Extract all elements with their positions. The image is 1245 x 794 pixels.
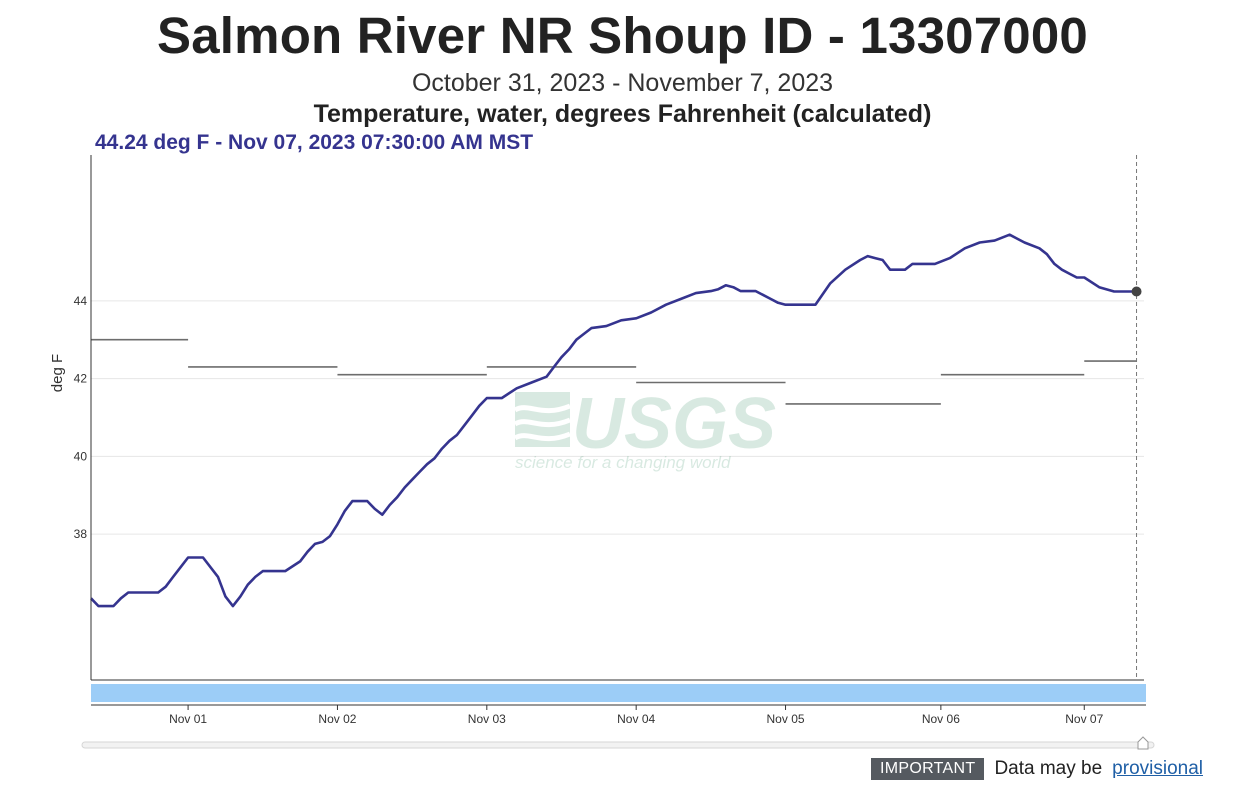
important-badge: IMPORTANT: [870, 758, 985, 780]
x-tick-label: Nov 01: [169, 712, 207, 726]
watermark-logo-text: USGS: [572, 384, 776, 464]
hover-readout: 44.24 deg F - Nov 07, 2023 07:30:00 AM M…: [95, 131, 534, 154]
time-slider-handle[interactable]: [1137, 736, 1149, 750]
y-tick-label: 38: [74, 527, 88, 541]
provisional-notice: IMPORTANT Data may be provisional: [870, 758, 1203, 780]
x-tick-label: Nov 05: [767, 712, 805, 726]
x-tick-label: Nov 02: [318, 712, 356, 726]
parameter-name: Temperature, water, degrees Fahrenheit (…: [313, 100, 932, 128]
hover-point: [1131, 286, 1142, 297]
usgs-logo-icon: [513, 392, 571, 447]
provisional-text: Data may be: [994, 758, 1103, 779]
temperature-series-line: [90, 233, 1137, 608]
y-tick-label: 40: [74, 449, 88, 463]
grid-lines: [91, 300, 1144, 535]
time-slider-track[interactable]: [81, 741, 1155, 749]
x-tick-label: Nov 03: [468, 712, 506, 726]
brush-range-bar[interactable]: [91, 684, 1146, 702]
usgs-watermark: USGS science for a changing world: [513, 384, 776, 472]
x-axis-ticks: Nov 01 Nov 02 Nov 03 Nov 04 Nov 05 Nov 06 Nov …: [169, 705, 1104, 726]
watermark-tagline: science for a changing world: [515, 453, 731, 472]
y-tick-label: 42: [74, 372, 88, 386]
y-axis-ticks: 38 40 42 44: [74, 294, 88, 541]
x-tick-label: Nov 04: [617, 712, 655, 726]
provisional-link[interactable]: provisional: [1112, 758, 1203, 779]
x-tick-label: Nov 07: [1065, 712, 1103, 726]
page-title: Salmon River NR Shoup ID - 13307000: [157, 7, 1088, 64]
median-lines: [91, 338, 1137, 405]
y-axis-label: deg F: [49, 354, 66, 392]
x-tick-label: Nov 06: [922, 712, 960, 726]
y-tick-label: 44: [74, 294, 88, 308]
hydrograph-chart[interactable]: USGS science for a changing world 38 40 42…: [0, 0, 1245, 760]
date-range: October 31, 2023 - November 7, 2023: [411, 69, 834, 97]
